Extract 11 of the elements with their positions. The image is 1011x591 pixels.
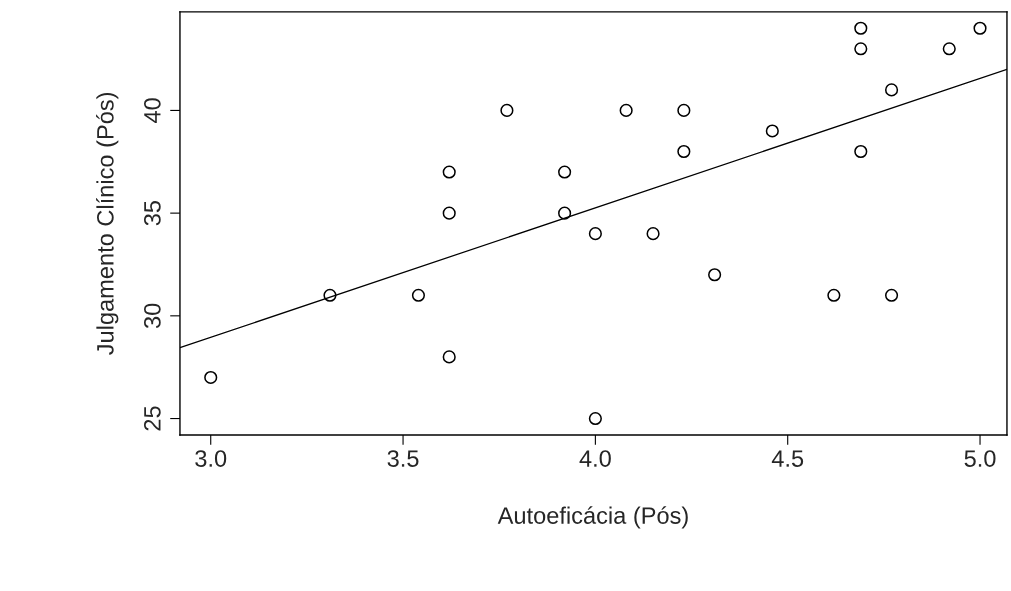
y-tick-label: 40 bbox=[143, 98, 161, 124]
y-axis-title: Julgamento Clínico (Pós) bbox=[96, 92, 119, 355]
x-tick-label: 4.0 bbox=[579, 450, 611, 467]
y-tick-label: 25 bbox=[143, 406, 161, 431]
x-axis-title: Autoeficácia (Pós) bbox=[497, 506, 688, 529]
x-tick-label: 4.5 bbox=[771, 450, 804, 467]
x-tick-label: 5.0 bbox=[964, 450, 996, 467]
y-tick-label: 35 bbox=[143, 200, 161, 226]
y-tick-label: 30 bbox=[143, 303, 161, 329]
x-tick-label: 3.5 bbox=[387, 450, 419, 467]
x-tick-label: 3.0 bbox=[195, 450, 227, 467]
